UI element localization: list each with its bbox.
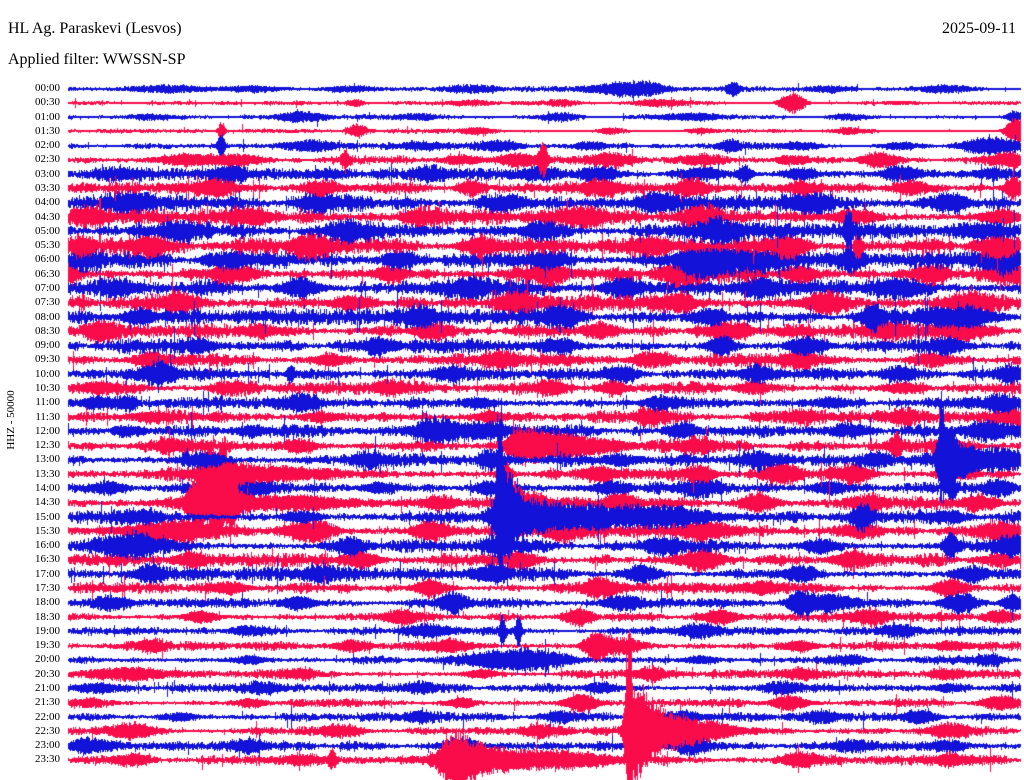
time-label: 06:00: [34, 253, 60, 265]
time-label: 20:00: [34, 653, 60, 665]
time-label: 01:30: [34, 125, 60, 137]
time-label: 04:30: [34, 211, 60, 223]
time-label: 01:00: [34, 111, 60, 123]
time-label: 08:00: [34, 311, 60, 323]
plot-date: 2025-09-11: [941, 20, 1016, 37]
time-label: 16:30: [34, 553, 60, 565]
time-label: 21:00: [34, 682, 60, 694]
applied-filter-label: Applied filter: WWSSN-SP: [8, 51, 186, 68]
time-label: 17:00: [34, 568, 60, 580]
time-label: 15:30: [34, 525, 60, 537]
time-label: 02:00: [34, 139, 60, 151]
time-label: 04:00: [34, 196, 60, 208]
time-label: 23:00: [34, 739, 60, 751]
time-label: 21:30: [34, 696, 60, 708]
time-label: 15:00: [34, 511, 60, 523]
time-label: 10:30: [34, 382, 60, 394]
time-label: 18:00: [34, 596, 60, 608]
time-label: 14:30: [34, 496, 60, 508]
time-label: 23:30: [34, 753, 60, 765]
time-label: 02:30: [34, 153, 60, 165]
time-label: 20:30: [34, 668, 60, 680]
time-label: 18:30: [34, 611, 60, 623]
time-label: 11:00: [35, 396, 60, 408]
time-label: 14:00: [34, 482, 60, 494]
time-label: 13:00: [34, 453, 60, 465]
time-label: 09:00: [34, 339, 60, 351]
time-label: 00:30: [34, 96, 60, 108]
time-label: 22:30: [34, 725, 60, 737]
time-label: 03:30: [34, 182, 60, 194]
time-label: 05:30: [34, 239, 60, 251]
time-label: 03:00: [34, 168, 60, 180]
time-label: 05:00: [34, 225, 60, 237]
time-label: 19:00: [34, 625, 60, 637]
time-label: 11:30: [35, 411, 60, 423]
time-label: 19:30: [34, 639, 60, 651]
time-label: 12:00: [34, 425, 60, 437]
time-label: 06:30: [34, 268, 60, 280]
time-label: 10:00: [34, 368, 60, 380]
time-label: 13:30: [34, 468, 60, 480]
time-label: 12:30: [34, 439, 60, 451]
time-label: 07:30: [34, 296, 60, 308]
time-label: 08:30: [34, 325, 60, 337]
time-label: 09:30: [34, 353, 60, 365]
station-title: HL Ag. Paraskevi (Lesvos): [8, 20, 182, 37]
time-label: 22:00: [34, 711, 60, 723]
time-label: 00:00: [34, 82, 60, 94]
time-label: 17:30: [34, 582, 60, 594]
time-label: 07:00: [34, 282, 60, 294]
time-label: 16:00: [34, 539, 60, 551]
